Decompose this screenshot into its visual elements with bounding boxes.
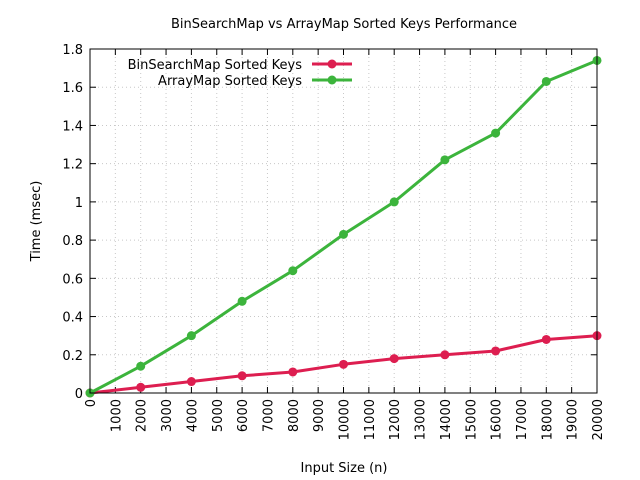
- y-tick-label: 0.4: [62, 311, 83, 326]
- data-point: [186, 331, 196, 341]
- data-point: [389, 354, 399, 364]
- x-tick-label: 16000: [490, 399, 505, 440]
- y-tick-label: 0.6: [62, 272, 83, 287]
- x-tick-label: 10000: [338, 399, 353, 440]
- y-tick-label: 1.8: [62, 43, 83, 58]
- chart-title: BinSearchMap vs ArrayMap Sorted Keys Per…: [171, 17, 517, 32]
- data-point: [491, 128, 501, 138]
- data-point: [288, 367, 298, 377]
- legend-label: BinSearchMap Sorted Keys: [128, 58, 303, 73]
- legend-item-1: BinSearchMap Sorted Keys: [128, 58, 352, 73]
- x-tick-label: 13000: [414, 399, 429, 440]
- series-2: [85, 55, 602, 398]
- data-point: [136, 361, 146, 371]
- grid-layer: [90, 49, 597, 393]
- x-tick-label: 11000: [363, 399, 378, 440]
- data-point: [541, 334, 551, 344]
- x-tick-label: 9000: [312, 399, 327, 432]
- data-point: [136, 382, 146, 392]
- data-point: [440, 155, 450, 165]
- legend-label: ArrayMap Sorted Keys: [158, 74, 302, 89]
- x-tick-label: 3000: [160, 399, 175, 432]
- x-tick-label: 1000: [109, 399, 124, 432]
- data-point: [541, 76, 551, 86]
- x-tick-label: 19000: [566, 399, 581, 440]
- y-tick-label: 0.2: [62, 349, 83, 364]
- x-tick-label: 0: [84, 399, 99, 407]
- x-tick-label: 2000: [135, 399, 150, 432]
- data-point: [491, 346, 501, 356]
- x-tick-label: 20000: [591, 399, 606, 440]
- x-tick-label: 5000: [211, 399, 226, 432]
- y-tick-label: 1.4: [62, 119, 83, 134]
- y-tick-label: 1.2: [62, 158, 83, 173]
- x-axis-label: Input Size (n): [301, 461, 388, 476]
- y-tick-label: 1.6: [62, 81, 83, 96]
- x-tick-label: 17000: [515, 399, 530, 440]
- data-point: [440, 350, 450, 360]
- y-tick-label: 0: [75, 387, 83, 402]
- x-tick-label: 7000: [261, 399, 276, 432]
- data-point: [186, 377, 196, 387]
- data-point: [339, 359, 348, 369]
- y-tick-label: 0.8: [62, 234, 83, 249]
- legend-item-2: ArrayMap Sorted Keys: [158, 74, 352, 89]
- data-point: [288, 266, 298, 276]
- y-axis-label: Time (msec): [29, 181, 44, 263]
- data-point: [389, 197, 399, 207]
- legend-swatch-marker: [327, 59, 337, 69]
- x-tick-label: 14000: [439, 399, 454, 440]
- legend-swatch-marker: [327, 75, 337, 85]
- x-tick-label: 6000: [236, 399, 251, 432]
- x-tick-label: 12000: [388, 399, 403, 440]
- x-tick-label: 8000: [287, 399, 302, 432]
- series-layer: [85, 55, 602, 398]
- plot-frame: [89, 48, 598, 394]
- data-point: [237, 371, 247, 381]
- x-tick-label: 18000: [540, 399, 555, 440]
- y-axis: 0 0.2 0.4 0.6 0.8 1 1.2 1.4 1.6 1.8: [62, 43, 597, 402]
- x-axis: 0 1000 2000 3000 4000 5000 6000 7000 8000 9000 100…: [84, 49, 606, 440]
- y-tick-label: 1: [75, 196, 83, 211]
- x-tick-label: 15000: [464, 399, 479, 440]
- data-point: [237, 296, 247, 306]
- data-point: [339, 229, 348, 239]
- x-tick-label: 4000: [185, 399, 200, 432]
- series-line: [89, 59, 598, 395]
